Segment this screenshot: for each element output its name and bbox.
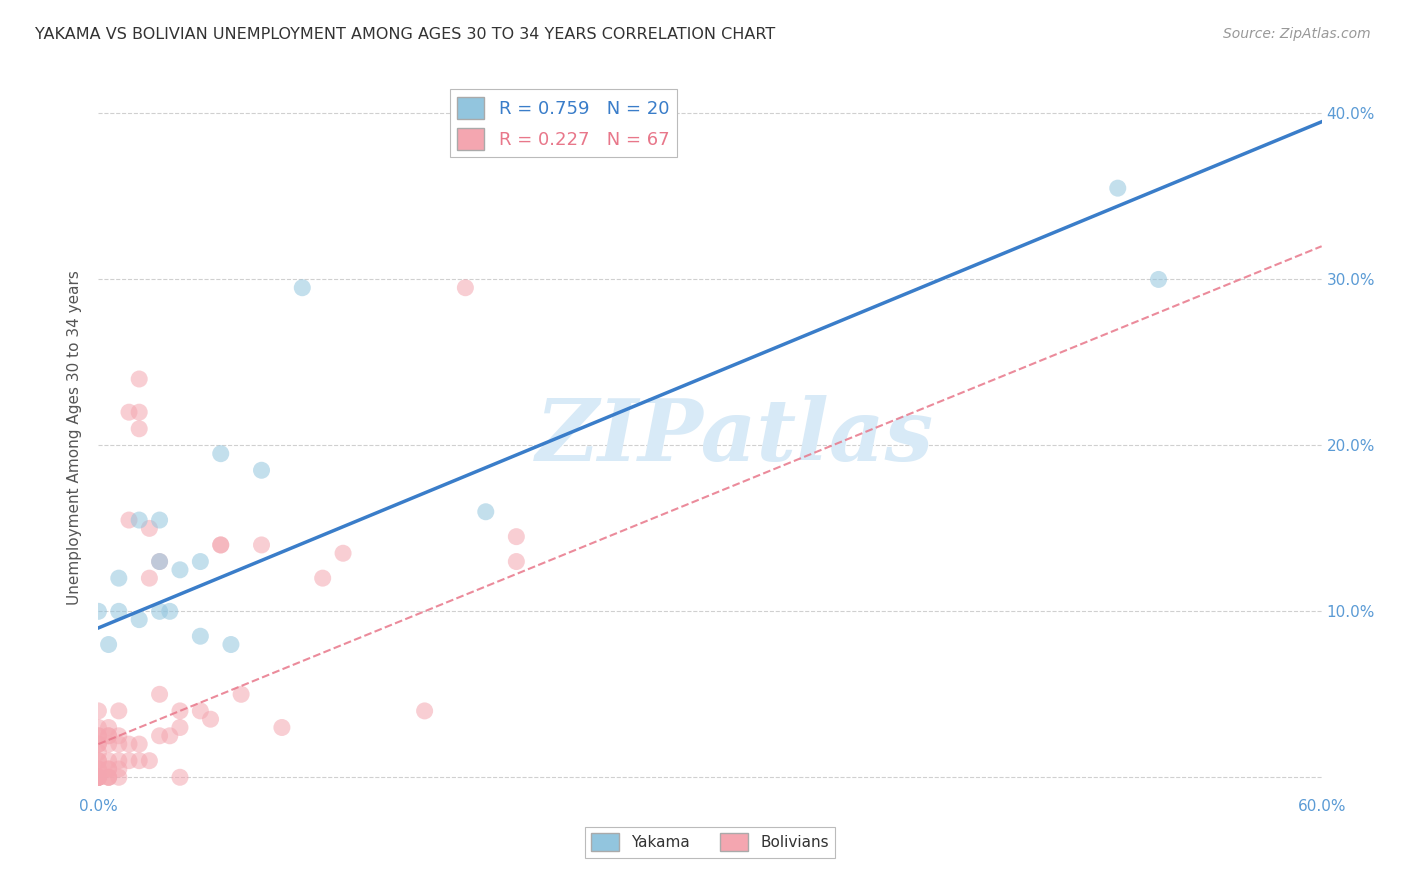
Point [87, 729, 110, 743]
Point [250, 463, 273, 477]
Point [87, 770, 110, 784]
Point [87, 737, 110, 751]
Point [97, 729, 120, 743]
Point [87, 762, 110, 776]
Point [169, 704, 191, 718]
Point [149, 513, 172, 527]
Point [87, 762, 110, 776]
Point [108, 571, 131, 585]
Point [138, 521, 160, 535]
Text: ZIPatlas: ZIPatlas [536, 395, 934, 479]
Point [149, 555, 172, 569]
Point [87, 754, 110, 768]
Point [188, 704, 212, 718]
Point [505, 530, 527, 544]
Point [169, 721, 191, 735]
Point [138, 754, 160, 768]
Point [454, 281, 477, 295]
Point [231, 687, 253, 701]
Legend: Yakama, Bolivians: Yakama, Bolivians [585, 827, 835, 857]
Text: YAKAMA VS BOLIVIAN UNEMPLOYMENT AMONG AGES 30 TO 34 YEARS CORRELATION CHART: YAKAMA VS BOLIVIAN UNEMPLOYMENT AMONG AG… [35, 27, 775, 42]
Point [97, 770, 120, 784]
Point [1107, 181, 1129, 195]
Point [128, 422, 150, 436]
Point [87, 770, 110, 784]
Point [312, 571, 335, 585]
Point [87, 729, 110, 743]
Point [108, 762, 131, 776]
Point [87, 604, 110, 618]
Point [108, 729, 131, 743]
Point [128, 513, 150, 527]
Point [118, 737, 141, 751]
Point [149, 604, 172, 618]
Point [209, 447, 232, 461]
Point [87, 770, 110, 784]
Point [87, 770, 110, 784]
Point [87, 704, 110, 718]
Point [87, 737, 110, 751]
Point [97, 770, 120, 784]
Point [87, 721, 110, 735]
Point [149, 555, 172, 569]
Point [474, 505, 498, 519]
Point [87, 770, 110, 784]
Point [97, 729, 120, 743]
Point [250, 538, 273, 552]
Point [159, 729, 181, 743]
Point [200, 712, 222, 726]
Point [149, 687, 172, 701]
Point [169, 563, 191, 577]
Point [108, 770, 131, 784]
Point [97, 737, 120, 751]
Point [87, 770, 110, 784]
Point [505, 555, 527, 569]
Point [149, 729, 172, 743]
Y-axis label: Unemployment Among Ages 30 to 34 years: Unemployment Among Ages 30 to 34 years [67, 269, 83, 605]
Point [108, 737, 131, 751]
Point [118, 513, 141, 527]
Point [188, 555, 212, 569]
Point [332, 546, 354, 560]
Point [138, 571, 160, 585]
Point [97, 754, 120, 768]
Point [209, 538, 232, 552]
Point [108, 604, 131, 618]
Point [108, 704, 131, 718]
Point [413, 704, 436, 718]
Point [188, 629, 212, 643]
Point [159, 604, 181, 618]
Text: Source: ZipAtlas.com: Source: ZipAtlas.com [1223, 27, 1371, 41]
Point [87, 770, 110, 784]
Point [118, 754, 141, 768]
Point [270, 721, 294, 735]
Point [219, 638, 242, 652]
Point [128, 737, 150, 751]
Point [97, 770, 120, 784]
Point [87, 770, 110, 784]
Point [291, 281, 314, 295]
Point [209, 538, 232, 552]
Point [87, 754, 110, 768]
Point [97, 762, 120, 776]
Point [169, 770, 191, 784]
Point [108, 754, 131, 768]
Point [97, 762, 120, 776]
Point [97, 721, 120, 735]
Point [128, 405, 150, 419]
Point [1147, 272, 1170, 286]
Point [87, 745, 110, 759]
Point [118, 405, 141, 419]
Point [128, 613, 150, 627]
Point [128, 372, 150, 386]
Point [97, 638, 120, 652]
Point [128, 754, 150, 768]
